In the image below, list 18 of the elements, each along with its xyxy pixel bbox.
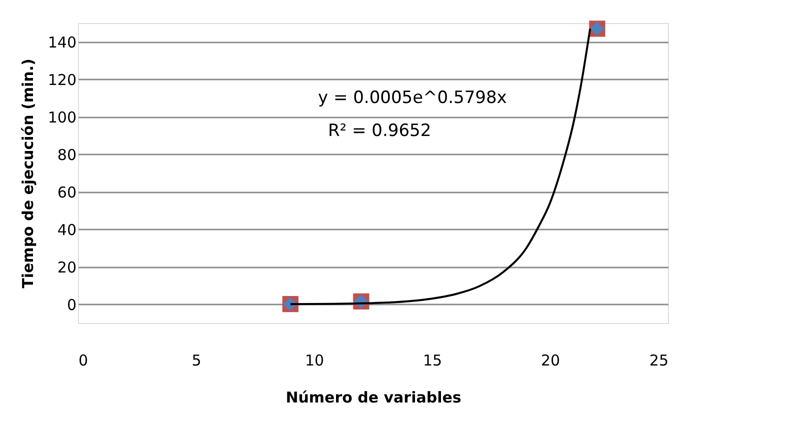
y-tick-label: 140: [48, 33, 76, 52]
y-tick-label: 60: [57, 183, 76, 202]
x-tick-label: 0: [78, 352, 88, 370]
y-tick-label: 120: [48, 70, 76, 89]
y-tick-label: 100: [48, 108, 76, 126]
y-tick-label: 40: [57, 220, 76, 239]
y-axis-title: Tiempo de ejecución (min.): [18, 58, 37, 288]
x-tick-label: 10: [304, 352, 324, 370]
y-tick-label: 0: [66, 296, 76, 314]
annotation: y = 0.0005e^0.5798x: [318, 88, 507, 108]
x-tick-label: 20: [540, 352, 560, 370]
x-tick-label: 5: [192, 352, 202, 370]
x-axis-title: Número de variables: [286, 388, 462, 406]
annotation: R² = 0.9652: [328, 121, 432, 141]
x-tick-label: 15: [422, 352, 442, 370]
x-tick-label: 25: [649, 352, 668, 370]
y-tick-label: 20: [57, 258, 76, 276]
y-tick-label: 80: [57, 146, 76, 164]
